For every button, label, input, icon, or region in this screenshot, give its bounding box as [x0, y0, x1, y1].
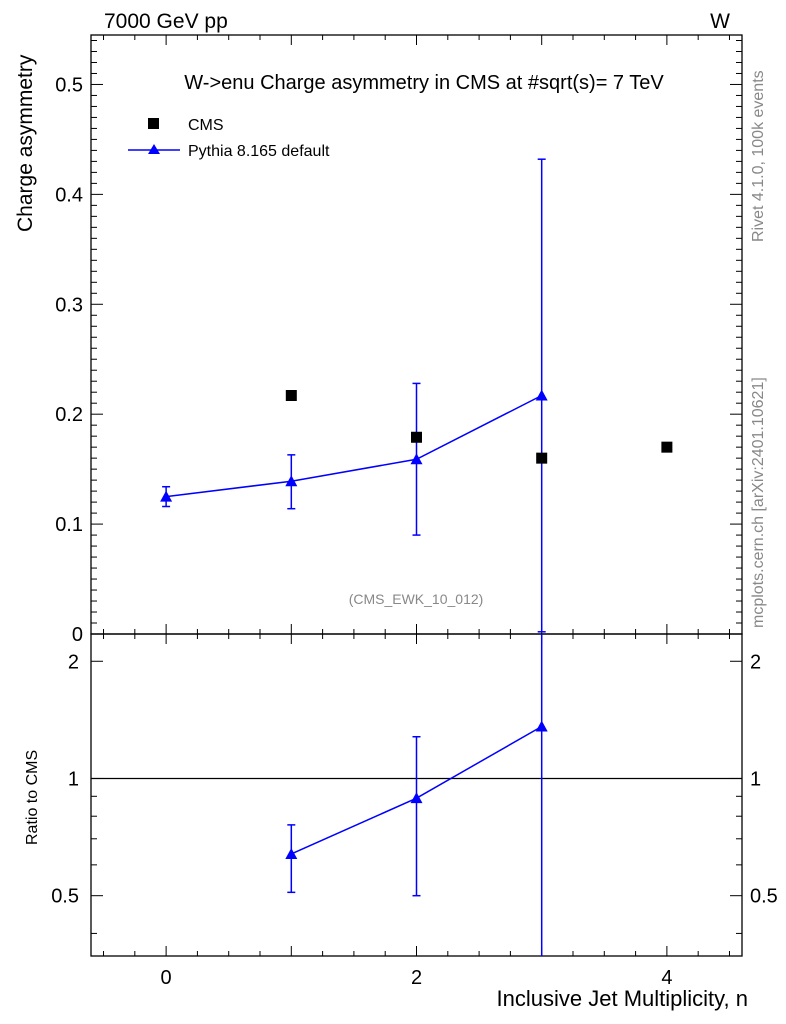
- main-y-tick-label: 0.1: [55, 514, 83, 536]
- main-y-tick-label: 0.5: [55, 74, 83, 96]
- process-label: W: [710, 10, 730, 33]
- legend: CMS Pythia 8.165 default: [128, 117, 330, 160]
- ratio-y-tick-label-right: 2: [750, 651, 761, 673]
- cms-data-marker: [536, 452, 548, 464]
- ratio-y-tick-label-left: 2: [68, 651, 79, 673]
- legend-cms-marker: [148, 118, 159, 129]
- legend-pythia-label: Pythia 8.165 default: [188, 143, 330, 160]
- legend-cms-label: CMS: [188, 117, 224, 134]
- pythia-marker: [285, 475, 298, 487]
- main-y-axis-label: Charge asymmetry: [14, 54, 37, 232]
- pythia-marker: [535, 389, 548, 401]
- x-tick-label: 0: [161, 967, 172, 989]
- analysis-watermark: (CMS_EWK_10_012): [349, 591, 484, 607]
- chart-marks: 0.1 0.2 0.3 0.4 0.5 0 0.5 0.5 1 1 2 2 0 2 4: [51, 34, 778, 989]
- main-y-tick-label: 0.3: [55, 294, 83, 316]
- main-plot-title: W->enu Charge asymmetry in CMS at #sqrt(…: [184, 72, 664, 94]
- x-tick-label: 4: [661, 967, 672, 989]
- cms-data-marker: [411, 431, 422, 443]
- pythia-marker: [410, 453, 423, 465]
- main-y-tick-label: 0.4: [55, 184, 83, 206]
- pythia-marker: [160, 490, 173, 502]
- cms-data-marker: [661, 441, 673, 453]
- ratio-pythia-marker: [285, 847, 298, 859]
- ratio-y-tick-label-right: 0.5: [750, 886, 778, 908]
- pythia-line: [166, 394, 543, 498]
- mcplots-label: mcplots.cern.ch [arXiv:2401.10621]: [750, 377, 767, 628]
- x-axis-label: Inclusive Jet Multiplicity, n: [497, 986, 748, 1011]
- x-tick-label: 2: [411, 967, 422, 989]
- ratio-y-axis-label: Ratio to CMS: [24, 750, 41, 845]
- ratio-y-tick-label-left: 0.5: [51, 886, 79, 908]
- rivet-version-label: Rivet 4.1.0, 100k events: [750, 70, 767, 242]
- legend-pythia-marker: [148, 144, 160, 154]
- energy-label: 7000 GeV pp: [104, 10, 228, 33]
- cms-data-marker: [285, 389, 297, 401]
- ratio-pythia-marker: [410, 792, 423, 804]
- ratio-y-tick-label-left: 1: [68, 768, 79, 790]
- ratio-y-tick-label-right: 1: [750, 768, 761, 790]
- ratio-pythia-marker: [535, 720, 548, 732]
- main-y-tick-label: 0.2: [55, 404, 83, 426]
- main-y-tick-label-zero: 0: [72, 624, 83, 646]
